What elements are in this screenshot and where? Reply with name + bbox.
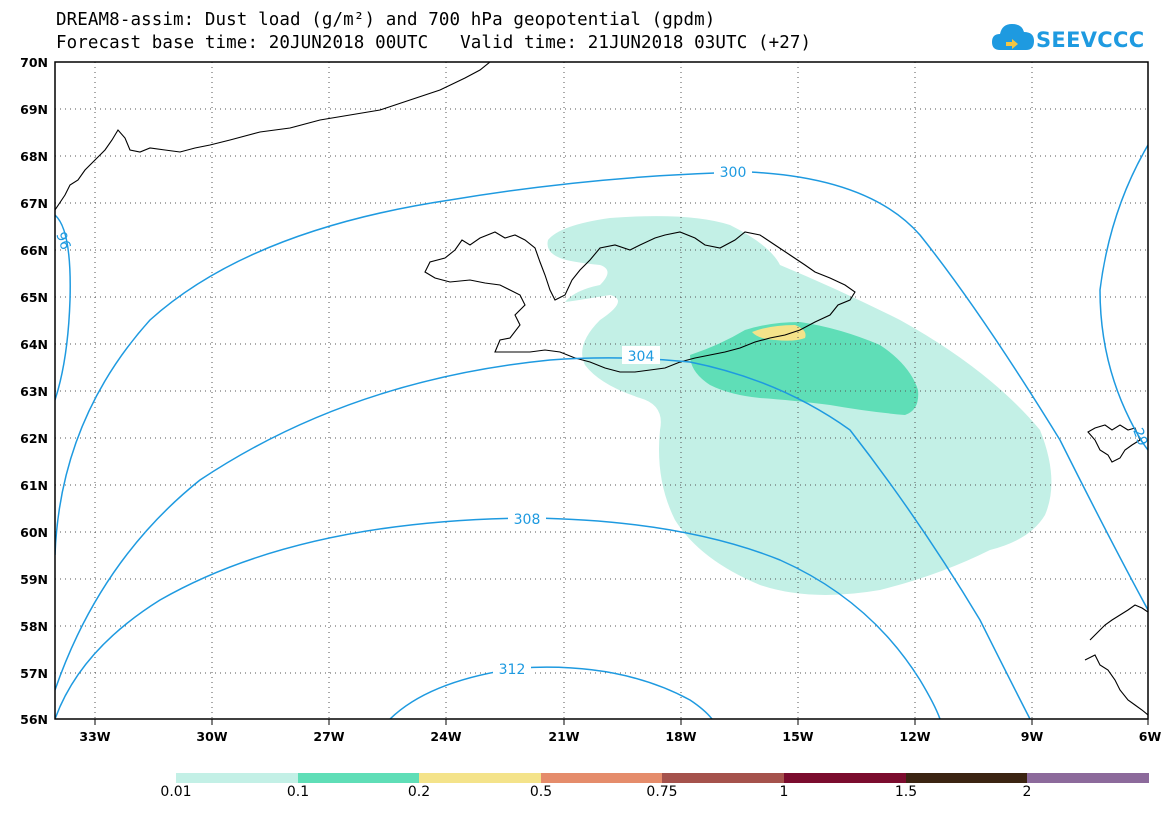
colorbar-swatch-2 (419, 773, 541, 783)
greenland-coast (55, 62, 491, 211)
lon-label-15w: 15W (782, 729, 813, 744)
logo-text: SEEVCCC (1036, 28, 1145, 52)
coastlines (55, 62, 1148, 716)
contour-label-312: 312 (499, 662, 526, 678)
lat-label-63n: 63N (20, 384, 48, 399)
lat-label-59n: 59N (20, 572, 48, 587)
dust-area-0-2 (752, 325, 806, 341)
colorbar-swatch-4 (662, 773, 784, 783)
contour-296-right (1099, 144, 1148, 451)
faroe-coast (1087, 424, 1141, 463)
chart-title: DREAM8-assim: Dust load (g/m²) and 700 h… (56, 10, 716, 30)
lon-label-18w: 18W (665, 729, 696, 744)
lat-label-69n: 69N (20, 102, 48, 117)
dust-fields (547, 216, 1052, 595)
contour-label-296-right: 29 (1129, 426, 1150, 448)
colorbar-label-2: 2 (1022, 784, 1032, 800)
colorbar-label-0-01: 0.01 (160, 784, 192, 800)
contour-label-296-left: 96 (52, 230, 73, 252)
colorbar-label-0-2: 0.2 (407, 784, 431, 800)
colorbar-label-0-5: 0.5 (529, 784, 553, 800)
chart-subtitle: Forecast base time: 20JUN2018 00UTC Vali… (56, 33, 812, 53)
lat-label-62n: 62N (20, 431, 48, 446)
contour-312 (389, 666, 713, 719)
colorbar-swatch-0 (176, 773, 298, 783)
lat-label-61n: 61N (20, 478, 48, 493)
colorbar-swatch-1 (298, 773, 419, 783)
lat-label-56n: 56N (20, 712, 48, 727)
colorbar-label-1-5: 1.5 (894, 784, 918, 800)
iceland-coast (424, 231, 856, 373)
lat-label-70n: 70N (20, 55, 48, 70)
contour-300 (55, 171, 1148, 611)
colorbar-swatch-7 (1027, 773, 1149, 783)
scotland-coast (1084, 604, 1148, 716)
lon-label-33w: 33W (79, 729, 110, 744)
lat-label-58n: 58N (20, 619, 48, 634)
contour-label-304: 304 (628, 349, 655, 365)
map-frame (54, 61, 1149, 720)
contour-label-308: 308 (514, 512, 541, 528)
lat-label-68n: 68N (20, 149, 48, 164)
lon-label-27w: 27W (313, 729, 344, 744)
lat-label-57n: 57N (20, 666, 48, 681)
contour-label-300: 300 (720, 165, 747, 181)
dust-area-0-01 (547, 216, 1052, 595)
longitude-labels: 33W 30W 27W 24W 21W 18W 15W 12W 9W 6W (79, 729, 1161, 744)
cloud-icon (992, 24, 1034, 50)
lon-label-30w: 30W (196, 729, 227, 744)
contour-296-left (55, 214, 71, 401)
lat-label-66n: 66N (20, 243, 48, 258)
contour-labels: 300 304 308 312 96 29 (52, 163, 1150, 678)
latitude-labels: 70N 69N 68N 67N 66N 65N 64N 63N 62N 61N … (20, 55, 48, 727)
lon-label-24w: 24W (430, 729, 461, 744)
lon-label-12w: 12W (899, 729, 930, 744)
lon-label-9w: 9W (1021, 729, 1044, 744)
colorbar-swatch-6 (906, 773, 1027, 783)
contour-308 (55, 517, 941, 719)
colorbar-label-0-1: 0.1 (286, 784, 310, 800)
lat-label-65n: 65N (20, 290, 48, 305)
axis-ticks (94, 719, 1149, 725)
colorbar-label-0-75: 0.75 (646, 784, 678, 800)
lat-label-64n: 64N (20, 337, 48, 352)
lat-label-60n: 60N (20, 525, 48, 540)
colorbar-swatch-3 (541, 773, 662, 783)
colorbar (176, 773, 1149, 783)
seevccc-logo: SEEVCCC (990, 20, 1144, 60)
colorbar-swatch-5 (784, 773, 906, 783)
lon-label-21w: 21W (548, 729, 579, 744)
lon-label-6w: 6W (1139, 729, 1162, 744)
colorbar-label-1: 1 (779, 784, 789, 800)
lat-label-67n: 67N (20, 196, 48, 211)
